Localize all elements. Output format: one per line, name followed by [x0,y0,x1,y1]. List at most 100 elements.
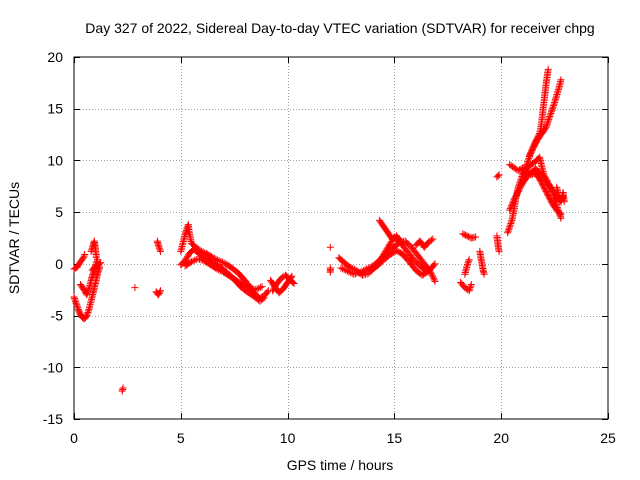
data-point [556,209,564,217]
data-point [428,271,436,279]
x-tick-label: 0 [70,430,78,446]
data-point [81,251,89,258]
data-point [201,249,209,257]
data-point [271,282,279,290]
data-point [343,267,351,275]
data-point [270,284,278,292]
data-point [520,168,528,176]
data-point [189,257,197,265]
data-point [495,247,503,255]
data-point [84,286,92,294]
x-tick-label: 5 [177,430,185,446]
data-point [218,267,226,275]
data-point [431,277,439,285]
data-point [519,169,527,177]
x-tick-label: 25 [600,430,616,446]
data-point [184,252,192,260]
data-point [339,265,347,273]
data-point [507,218,515,226]
data-point [465,257,473,265]
data-point [326,243,334,251]
data-point [431,260,439,268]
data-point [463,232,471,240]
data-point [240,281,248,289]
data-point [156,288,164,296]
data-point [522,164,530,171]
data-point [383,245,391,253]
data-point [349,265,357,272]
y-tick-label: 5 [55,204,63,220]
data-point [289,279,297,286]
data-point [342,266,350,274]
data-point [219,258,226,266]
data-point [215,266,223,274]
data-point [384,243,392,251]
data-point [557,210,565,218]
data-point [385,242,393,250]
data-point [397,237,405,245]
data-points [70,65,568,395]
data-point [430,261,438,269]
data-point [212,264,220,272]
data-point [544,65,552,73]
data-point [79,255,86,263]
data-point [560,198,568,206]
data-point [83,289,91,297]
data-point [188,258,195,266]
data-point [191,256,199,264]
data-point [258,283,266,291]
data-point [270,285,277,293]
data-point [217,258,225,265]
y-axis-label: SDTVAR / TECUs [6,182,22,294]
data-point [210,254,218,262]
data-point [520,167,528,174]
data-point [97,259,105,267]
data-point [239,281,247,288]
data-point [427,236,435,244]
y-tick-labels: -15 -10 -5 0 5 10 15 20 [43,49,63,427]
data-point [430,274,438,282]
data-point [508,202,516,210]
y-tick-label: 20 [47,49,63,65]
data-point [359,267,367,275]
chart-title: Day 327 of 2022, Sidereal Day-to-day VTE… [85,20,594,36]
data-point [256,283,264,291]
data-point [96,260,104,268]
data-point [340,266,348,273]
x-tick-label: 15 [387,430,403,446]
data-point [216,267,224,275]
data-point [557,76,565,84]
data-point [131,284,139,292]
data-point [523,161,531,169]
axis-ticks [74,57,609,420]
data-point [361,266,369,274]
data-point [472,233,480,241]
data-point [546,111,554,119]
data-point [245,284,253,292]
data-point [550,102,557,110]
data-point [253,285,261,293]
data-point [506,223,514,231]
y-tick-label: -15 [43,411,63,427]
data-point [259,295,267,303]
data-point [326,268,334,276]
data-point [252,286,260,294]
data-point [507,203,515,211]
data-point [74,304,82,312]
y-tick-label: 10 [47,152,63,168]
x-tick-label: 20 [493,430,509,446]
x-axis-label: GPS time / hours [287,457,394,473]
data-point [80,252,88,260]
data-point [464,233,472,241]
data-point [260,294,268,302]
x-tick-labels: 0 5 10 15 20 25 [70,430,616,446]
data-point [509,199,517,207]
data-point [346,263,353,271]
data-point [429,235,437,243]
data-point [543,120,551,128]
data-point [290,280,298,287]
data-point [504,227,512,235]
data-point [480,270,488,278]
